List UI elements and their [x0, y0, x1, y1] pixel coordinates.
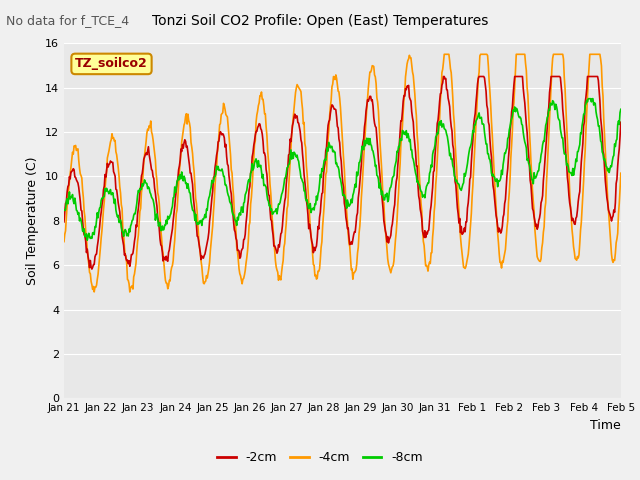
Text: No data for f_TCE_4: No data for f_TCE_4	[6, 14, 129, 27]
Text: TZ_soilco2: TZ_soilco2	[75, 58, 148, 71]
Text: Tonzi Soil CO2 Profile: Open (East) Temperatures: Tonzi Soil CO2 Profile: Open (East) Temp…	[152, 14, 488, 28]
X-axis label: Time: Time	[590, 419, 621, 432]
Y-axis label: Soil Temperature (C): Soil Temperature (C)	[26, 156, 40, 285]
Legend: -2cm, -4cm, -8cm: -2cm, -4cm, -8cm	[212, 446, 428, 469]
